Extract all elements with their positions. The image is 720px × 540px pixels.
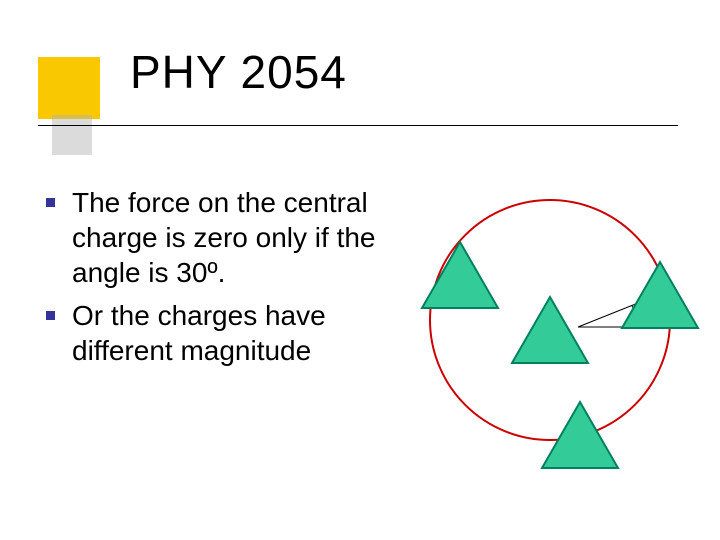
bullet-text: Or the charges have different magnitude [72,298,380,368]
list-item: The force on the central charge is zero … [40,185,380,290]
bullet-list: The force on the central charge is zero … [40,185,380,376]
accent-square-grey [52,115,92,155]
triangle-icon [542,402,618,468]
triangle-icon [422,242,498,308]
bullet-square-icon [46,198,55,207]
charge-diagram [400,180,700,460]
bullet-square-icon [46,311,55,320]
list-item: Or the charges have different magnitude [40,298,380,368]
title-underline [38,125,678,126]
diagram-svg [400,180,700,480]
slide-title: PHY 2054 [130,45,347,99]
triangle-icon [622,262,698,328]
bullet-text: The force on the central charge is zero … [72,185,380,290]
accent-square-yellow [38,57,100,119]
triangle-icon [512,297,588,363]
